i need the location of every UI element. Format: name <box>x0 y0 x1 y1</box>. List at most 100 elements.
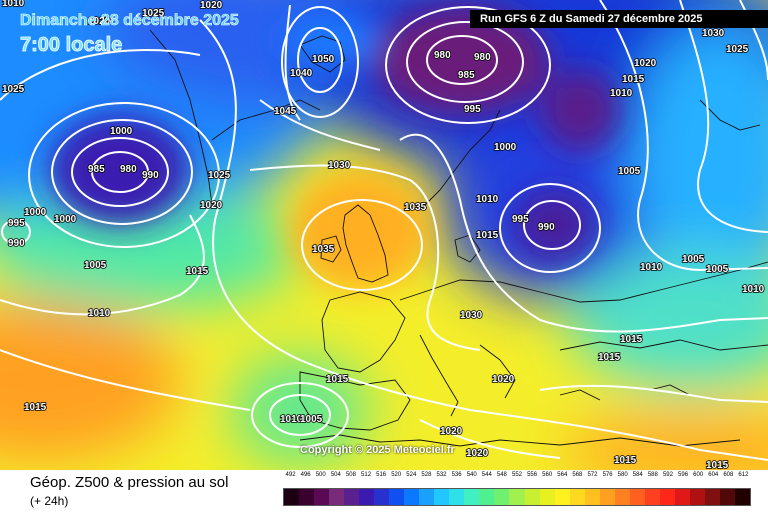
isobar-label: 1015 <box>598 352 621 363</box>
color-scale-swatch <box>479 489 495 505</box>
isobar-label: 995 <box>512 214 529 225</box>
isobar-label: 1035 <box>312 244 335 255</box>
coastlines <box>149 29 768 447</box>
color-scale-swatch <box>554 489 570 505</box>
color-scale-swatch <box>689 489 705 505</box>
color-scale-tick: 504 <box>330 472 341 478</box>
color-scale-tick: 548 <box>496 472 507 478</box>
isobar-label: 980 <box>120 164 137 175</box>
color-scale-swatch <box>524 489 540 505</box>
isobar-label: 1020 <box>634 58 657 69</box>
isobar-label: 1020 <box>200 200 223 211</box>
color-scale-tick: 568 <box>572 472 583 478</box>
isobar-label: 1020 <box>200 0 223 11</box>
color-scale-tick: 604 <box>708 472 719 478</box>
isobar-label: 1015 <box>706 460 729 470</box>
color-scale-tick: 608 <box>723 472 734 478</box>
color-scale-swatch <box>584 489 600 505</box>
isobar-label: 1005 <box>84 260 107 271</box>
color-scale-tick: 584 <box>632 472 643 478</box>
isobar-label: 1050 <box>312 54 335 65</box>
color-scale-tick: 520 <box>391 472 402 478</box>
valid-time: 7:00 locale <box>20 34 123 57</box>
color-scale-tick: 500 <box>315 472 326 478</box>
color-scale-tick: 596 <box>678 472 689 478</box>
isobar-label: 1005 <box>300 414 323 425</box>
color-scale-swatch <box>719 489 735 505</box>
geopotential-field <box>0 0 768 470</box>
color-scale-tick: 600 <box>693 472 704 478</box>
isobar-label: 1045 <box>274 106 297 117</box>
color-scale-tick: 564 <box>557 472 568 478</box>
isobar-label: 1030 <box>328 160 351 171</box>
isobar-label: 1015 <box>326 374 349 385</box>
color-scale-tick: 592 <box>662 472 673 478</box>
isobar-label: 1020 <box>492 374 515 385</box>
isobar-label: 1025 <box>2 84 25 95</box>
isobar-label: 1010 <box>280 414 303 425</box>
color-scale-tick: 580 <box>617 472 628 478</box>
weather-map: 1020 1025 1020 1010 1025 1000 985 980 99… <box>0 0 768 470</box>
isobar-label: 1025 <box>208 170 231 181</box>
color-scale-tick: 532 <box>436 472 447 478</box>
color-scale-tick: 508 <box>345 472 356 478</box>
isobar-label: 1025 <box>726 44 749 55</box>
isobar-label: 1000 <box>110 126 133 137</box>
color-scale-tick: 612 <box>738 472 749 478</box>
isobar-label: 1005 <box>682 254 705 265</box>
forecast-step: (+ 24h) <box>30 494 69 508</box>
color-scale-swatch <box>374 489 390 505</box>
isobar-label: 1010 <box>2 0 25 9</box>
color-scale-swatch <box>299 489 315 505</box>
color-scale-swatch <box>494 489 510 505</box>
isobar-label: 1000 <box>24 207 47 218</box>
color-scale-tick: 540 <box>466 472 477 478</box>
isobar-label: 1015 <box>476 230 499 241</box>
isobars <box>0 0 768 461</box>
isobar-label: 990 <box>538 222 555 233</box>
isobar-label: 1005 <box>706 264 729 275</box>
isobar-label: 1015 <box>622 74 645 85</box>
color-scale-swatch <box>614 489 630 505</box>
color-scale-swatch <box>344 489 360 505</box>
color-scale-swatch <box>434 489 450 505</box>
isobar-labels: 1020 1025 1020 1010 1025 1000 985 980 99… <box>1 0 765 470</box>
color-scale-tick: 536 <box>451 472 462 478</box>
isobar-label: 1010 <box>88 308 111 319</box>
isobar-label: 1000 <box>54 214 77 225</box>
product-title: Géop. Z500 & pression au sol <box>30 474 229 491</box>
color-scale-swatch <box>659 489 675 505</box>
isobar-label: 1020 <box>466 448 489 459</box>
color-scale-swatch <box>404 489 420 505</box>
isobar-label: 1010 <box>640 262 663 273</box>
color-scale-tick: 572 <box>587 472 598 478</box>
isobar-label: 1020 <box>440 426 463 437</box>
copyright-notice: Copyright © 2025 Meteociel.fr <box>300 444 455 456</box>
isobar-label: 980 <box>434 50 451 61</box>
isobar-label: 1005 <box>618 166 641 177</box>
color-scale-swatch <box>419 489 435 505</box>
color-scale-bar <box>283 488 751 506</box>
color-scale-tick: 556 <box>527 472 538 478</box>
color-scale-tick: 552 <box>511 472 522 478</box>
valid-date: Dimanche 28 décembre 2025 <box>20 12 239 30</box>
run-info-banner: Run GFS 6 Z du Samedi 27 décembre 2025 <box>470 10 768 28</box>
isobar-label: 1030 <box>460 310 483 321</box>
isobar-label: 990 <box>142 170 159 181</box>
isobar-label: 1000 <box>494 142 517 153</box>
isobar-label: 1015 <box>186 266 209 277</box>
color-scale-swatch <box>644 489 660 505</box>
color-scale-swatch <box>734 489 750 505</box>
isobar-label: 1015 <box>614 455 637 466</box>
color-scale-tick: 588 <box>647 472 658 478</box>
isobar-label: 1010 <box>476 194 499 205</box>
color-scale-tick: 496 <box>300 472 311 478</box>
color-scale-swatch <box>359 489 375 505</box>
isobar-label: 1015 <box>24 402 47 413</box>
isobar-label: 1025 <box>142 8 165 19</box>
isobar-label: 1015 <box>620 334 643 345</box>
isobar-label: 995 <box>8 218 25 229</box>
isobar-label: 985 <box>88 164 105 175</box>
color-scale-tick: 492 <box>285 472 296 478</box>
